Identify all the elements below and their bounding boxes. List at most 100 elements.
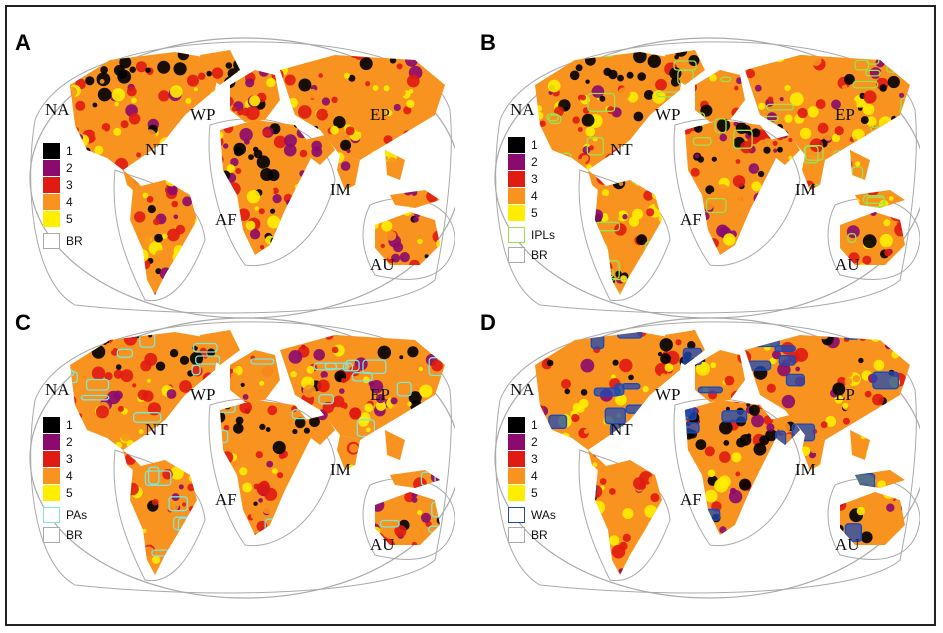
legend-label: BR — [531, 247, 548, 262]
region-label-au: AU — [370, 255, 395, 274]
legend-label: 3 — [531, 451, 538, 466]
legend-item-class-5: 5 — [43, 484, 87, 501]
region-label-wp: WP — [190, 385, 216, 404]
region-label-wp: WP — [190, 105, 216, 124]
legend-item-class-3: 3 — [43, 176, 83, 193]
region-label-nt: NT — [610, 140, 633, 159]
legend-item-class-5: 5 — [43, 210, 83, 227]
legend-item-br: BR — [43, 232, 83, 249]
legend-label: 1 — [531, 417, 538, 432]
legend-label: 5 — [66, 485, 73, 500]
panel-label: A — [15, 30, 31, 55]
legend-swatch — [508, 246, 525, 263]
map-panel-d: D NA NT WP EP AF IM AU 1 2 3 4 5 WAs BR — [480, 310, 920, 600]
region-label-nt: NT — [145, 140, 168, 159]
region-label-im: IM — [330, 180, 351, 199]
legend-label: 5 — [66, 211, 73, 226]
region-label-im: IM — [795, 180, 816, 199]
legend-label: 4 — [531, 188, 538, 203]
legend-swatch — [508, 484, 525, 501]
region-label-na: NA — [510, 380, 535, 399]
legend-swatch — [43, 210, 60, 227]
landmass-europe — [230, 350, 280, 402]
legend-label: WAs — [531, 507, 556, 522]
region-label-im: IM — [330, 460, 351, 479]
legend-item-class-2: 2 — [43, 159, 83, 176]
legend-label: 1 — [66, 143, 73, 158]
region-label-ep: EP — [370, 105, 390, 124]
legend-label: 1 — [531, 137, 538, 152]
legend-item-br: BR — [508, 246, 555, 263]
legend-swatch — [43, 416, 60, 433]
legend-swatch — [43, 484, 60, 501]
landmass-seAsia — [385, 430, 405, 460]
legend-swatch — [508, 226, 525, 243]
legend-label: 2 — [531, 154, 538, 169]
region-label-af: AF — [215, 490, 237, 509]
map-panel-c: C NA NT WP EP AF IM AU 1 2 3 4 5 PAs BR — [15, 310, 455, 600]
region-label-wp: WP — [655, 105, 681, 124]
legend-swatch — [508, 153, 525, 170]
legend-item-class-1: 1 — [43, 142, 83, 159]
region-label-af: AF — [215, 210, 237, 229]
world-map-c — [29, 317, 455, 599]
legend-swatch — [43, 176, 60, 193]
legend-swatch — [508, 170, 525, 187]
legend-label: PAs — [66, 507, 88, 522]
legend-item-class-4: 4 — [43, 467, 87, 484]
legend-swatch — [43, 467, 60, 484]
legend-item-overlay: IPLs — [508, 226, 555, 243]
legend-swatch — [43, 142, 60, 159]
legend-item-br: BR — [508, 526, 556, 543]
legend-label: 3 — [66, 177, 73, 192]
legend-swatch — [43, 506, 60, 523]
legend-label: 3 — [531, 171, 538, 186]
legend-swatch — [43, 159, 60, 176]
region-label-nt: NT — [610, 420, 633, 439]
legend-label: 2 — [531, 434, 538, 449]
legend-item-class-1: 1 — [508, 416, 556, 433]
legend-item-class-5: 5 — [508, 484, 556, 501]
region-label-au: AU — [835, 535, 860, 554]
panel-label: C — [15, 310, 31, 335]
region-label-na: NA — [45, 100, 70, 119]
legend-swatch — [508, 416, 525, 433]
region-label-na: NA — [510, 100, 535, 119]
legend-item-class-4: 4 — [508, 467, 556, 484]
legend-label: 4 — [66, 194, 73, 209]
landmass-australia — [375, 492, 440, 545]
region-label-af: AF — [680, 490, 702, 509]
legend-swatch — [508, 136, 525, 153]
region-label-ep: EP — [835, 105, 855, 124]
legend-label: 4 — [66, 468, 73, 483]
legend-item-class-4: 4 — [43, 193, 83, 210]
legend-item-class-3: 3 — [43, 450, 87, 467]
panel-label: B — [480, 30, 496, 55]
legend-item-class-5: 5 — [508, 204, 555, 221]
region-label-ep: EP — [835, 385, 855, 404]
region-label-au: AU — [835, 255, 860, 274]
legend-item-class-2: 2 — [43, 433, 87, 450]
legend-item-overlay: PAs — [43, 506, 87, 523]
legend-swatch — [43, 450, 60, 467]
legend-item-class-4: 4 — [508, 187, 555, 204]
legend-label: BR — [66, 527, 83, 542]
legend-item-class-3: 3 — [508, 450, 556, 467]
legend-swatch — [508, 506, 525, 523]
landmass-africa — [220, 400, 315, 535]
region-label-af: AF — [680, 210, 702, 229]
legend-item-class-1: 1 — [508, 136, 555, 153]
legend-swatch — [508, 433, 525, 450]
legend-label: IPLs — [531, 227, 556, 242]
world-map-d — [494, 317, 920, 599]
landmass-indonesia — [390, 470, 440, 488]
legend-label: 5 — [531, 485, 538, 500]
legend-label: 2 — [66, 434, 73, 449]
legend-label: 3 — [66, 451, 73, 466]
region-label-im: IM — [795, 460, 816, 479]
legend-item-class-1: 1 — [43, 416, 87, 433]
map-panel-b: B NA NT WP EP AF IM AU 1 2 3 4 5 IPLs BR — [480, 30, 920, 320]
legend-item-br: BR — [43, 526, 87, 543]
world-map-b — [494, 37, 920, 319]
region-label-wp: WP — [655, 385, 681, 404]
